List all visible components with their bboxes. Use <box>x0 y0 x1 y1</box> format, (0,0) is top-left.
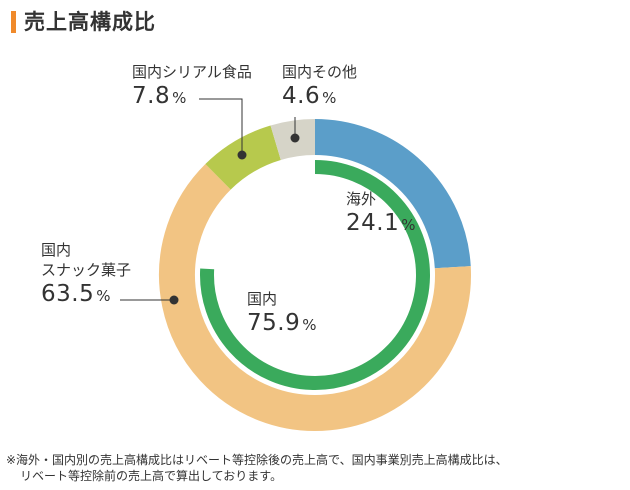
label-snack-value: 63.5% <box>41 280 131 310</box>
label-other-value: 4.6% <box>282 82 357 112</box>
chart-title: 売上高構成比 <box>24 10 156 34</box>
label-overseas-number: 24.1 <box>346 210 400 236</box>
label-snack-name1: 国内 <box>41 241 72 259</box>
footnote: ※海外・国内別の売上高構成比はリベート等控除後の売上高で、国内事業別売上高構成比… <box>6 452 508 484</box>
label-other-name: 国内その他 <box>282 63 358 81</box>
label-domestic-value: 75.9% <box>247 309 317 339</box>
leader-dot-other <box>290 133 300 143</box>
label-overseas-value: 24.1% <box>346 209 416 239</box>
leader-line-cereal <box>199 98 243 155</box>
inner-slice-0 <box>200 160 430 390</box>
label-cereal-value: 7.8% <box>132 82 252 112</box>
leader-lines <box>120 98 300 305</box>
leader-dot-cereal <box>237 150 247 160</box>
label-cereal-name: 国内シリアル食品 <box>132 63 252 81</box>
outer-ring <box>159 119 471 431</box>
outer-slice-2 <box>205 125 282 191</box>
label-other-number: 4.6 <box>282 83 321 109</box>
title-accent-bar <box>11 11 16 33</box>
label-domestic-unit: % <box>302 316 317 334</box>
label-overseas-name: 海外 <box>346 190 377 208</box>
label-snack-unit: % <box>96 287 111 305</box>
label-domestic-name: 国内 <box>247 290 278 308</box>
label-cereal-unit: % <box>172 89 187 107</box>
inner-ring <box>200 160 430 390</box>
outer-slice-1 <box>159 164 471 431</box>
label-overseas: 海外 24.1% <box>346 189 416 239</box>
outer-slice-0 <box>314 119 471 269</box>
label-cereal: 国内シリアル食品 7.8% <box>132 62 252 112</box>
label-snack-number: 63.5 <box>41 281 95 307</box>
label-overseas-unit: % <box>401 216 416 234</box>
label-cereal-number: 7.8 <box>132 83 171 109</box>
leader-dot-snack <box>169 295 179 305</box>
label-snack-name2: スナック菓子 <box>41 261 132 279</box>
footnote-line-1: ※海外・国内別の売上高構成比はリベート等控除後の売上高で、国内事業別売上高構成比… <box>6 453 508 467</box>
label-domestic-number: 75.9 <box>247 310 301 336</box>
label-other-unit: % <box>322 89 337 107</box>
label-other: 国内その他 4.6% <box>282 62 357 112</box>
label-snack: 国内 スナック菓子 63.5% <box>41 240 131 310</box>
footnote-line-2: リベート等控除前の売上高で算出しております。 <box>20 469 283 483</box>
label-domestic: 国内 75.9% <box>247 289 317 339</box>
